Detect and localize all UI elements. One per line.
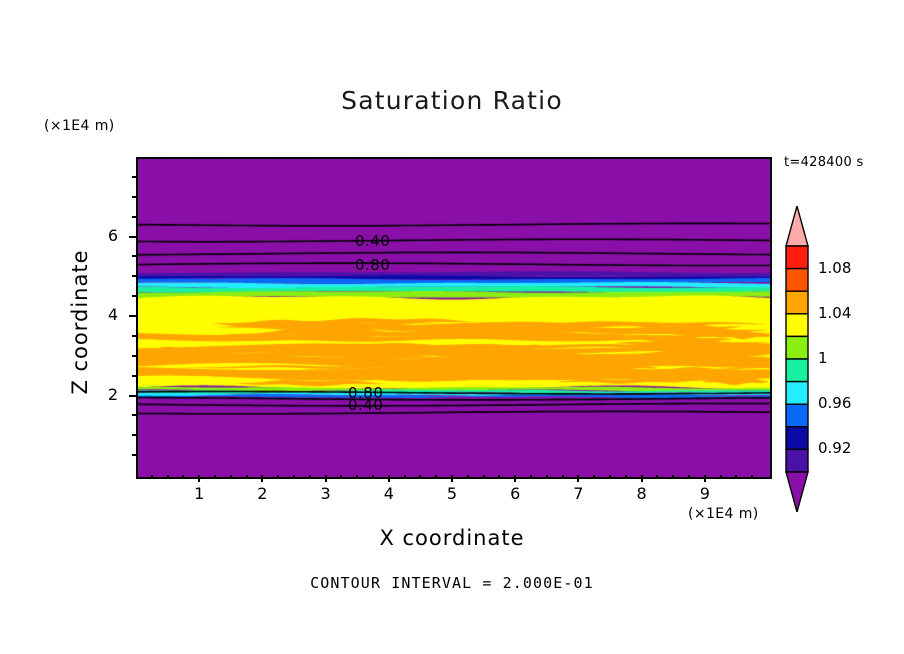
y-tick-minor <box>132 215 137 218</box>
page-title: Saturation Ratio <box>341 86 563 115</box>
colorbar-tick-label: 1 <box>818 349 828 367</box>
colorbar-tick-label: 1.04 <box>818 303 852 322</box>
contour-line-label: 0.40 <box>348 396 384 414</box>
colorbar-tick-label: 0.92 <box>818 439 852 458</box>
x-tick-minor <box>609 475 611 479</box>
x-tick-minor <box>182 475 185 479</box>
x-tick-label: 5 <box>446 484 458 503</box>
x-tick-label: 7 <box>573 484 584 503</box>
x-tick-minor <box>293 475 295 479</box>
y-tick-label: 4 <box>107 305 118 324</box>
x-tick-minor <box>245 475 248 479</box>
colorbar-tick-label: 1.08 <box>818 258 852 277</box>
x-tick-minor <box>229 475 232 479</box>
x-tick-minor <box>214 475 216 479</box>
y-tick-minor <box>132 175 137 178</box>
y-tick-minor <box>132 275 137 278</box>
contour-field-canvas <box>138 159 770 477</box>
colorbar-segment[interactable] <box>785 335 809 360</box>
x-tick-major <box>324 475 327 482</box>
x-tick-minor <box>735 475 738 479</box>
y-tick-minor <box>132 354 137 357</box>
colorbar-svg <box>785 206 809 512</box>
x-tick-minor <box>308 475 311 479</box>
x-tick-minor <box>751 475 754 479</box>
contour-line-label: 0.80 <box>355 256 391 274</box>
y-tick-major <box>129 394 137 397</box>
x-tick-minor <box>530 475 532 479</box>
y-tick-minor <box>132 195 137 198</box>
x-tick-minor <box>277 475 280 479</box>
colorbar-segment[interactable] <box>785 245 809 270</box>
x-tick-minor <box>482 475 485 479</box>
colorbar-segment[interactable] <box>785 426 809 451</box>
x-tick-minor <box>372 475 374 479</box>
y-tick-major <box>129 235 137 238</box>
x-tick-minor <box>356 475 359 479</box>
y-tick-label: 2 <box>107 384 118 404</box>
x-tick-label: 2 <box>257 484 268 503</box>
x-tick-minor <box>435 475 438 479</box>
contour-interval-note: CONTOUR INTERVAL = 2.000E-01 <box>310 574 594 592</box>
x-tick-major <box>514 475 517 482</box>
x-tick-minor <box>593 475 596 479</box>
x-tick-minor <box>166 475 169 479</box>
x-tick-major <box>640 475 643 482</box>
colorbar-segment[interactable] <box>785 267 809 292</box>
x-tick-minor <box>624 475 627 479</box>
x-tick-minor <box>656 475 659 479</box>
x-tick-minor <box>340 475 343 479</box>
colorbar-segment[interactable] <box>785 290 809 315</box>
y-tick-minor <box>132 295 137 298</box>
x-tick-major <box>198 475 201 482</box>
colorbar-segment[interactable] <box>785 358 809 383</box>
x-tick-major <box>703 475 706 482</box>
y-tick-label: 6 <box>107 225 118 245</box>
colorbar-top-arrow <box>785 206 809 247</box>
y-tick-minor <box>132 374 137 377</box>
contour-plot-area[interactable] <box>136 157 772 479</box>
colorbar-segment[interactable] <box>785 448 809 473</box>
x-tick-minor <box>672 475 675 479</box>
colorbar-tick-label: 0.96 <box>818 394 852 413</box>
contour-line-label: 0.80 <box>348 384 384 402</box>
y-tick-minor <box>132 454 137 457</box>
colorbar[interactable] <box>782 206 812 512</box>
x-tick-minor <box>150 475 153 479</box>
y-tick-minor <box>132 414 137 417</box>
x-tick-label: 9 <box>699 484 710 503</box>
x-tick-label: 4 <box>383 484 394 503</box>
x-axis-title: X coordinate <box>379 526 525 550</box>
x-tick-minor <box>466 475 469 479</box>
colorbar-segment[interactable] <box>785 380 809 405</box>
y-tick-minor <box>132 334 137 337</box>
x-tick-major <box>577 475 580 482</box>
x-tick-major <box>451 475 453 482</box>
x-tick-minor <box>688 475 690 479</box>
x-tick-minor <box>419 475 422 479</box>
contour-line-label: 0.40 <box>355 232 391 250</box>
x-tick-major <box>261 475 264 482</box>
colorbar-segment[interactable] <box>785 403 809 428</box>
y-tick-major <box>129 315 137 317</box>
time-annotation: t=428400 s <box>784 155 864 170</box>
x-tick-minor <box>403 475 406 479</box>
x-axis-unit-label: (×1E4 m) <box>688 506 759 522</box>
colorbar-segment[interactable] <box>785 313 809 338</box>
x-tick-minor <box>561 475 564 479</box>
y-tick-minor <box>132 255 137 258</box>
y-tick-minor <box>132 434 137 437</box>
x-tick-major <box>387 475 390 482</box>
y-axis-title: Z coordinate <box>68 249 92 395</box>
colorbar-bottom-arrow <box>785 471 809 512</box>
x-tick-minor <box>719 475 722 479</box>
x-tick-label: 8 <box>636 484 647 503</box>
x-tick-label: 3 <box>320 484 331 503</box>
y-axis-unit-label: (×1E4 m) <box>44 118 115 134</box>
x-tick-minor <box>545 475 548 479</box>
x-tick-label: 6 <box>510 484 521 503</box>
x-tick-label: 1 <box>194 484 205 503</box>
x-tick-minor <box>498 475 501 479</box>
